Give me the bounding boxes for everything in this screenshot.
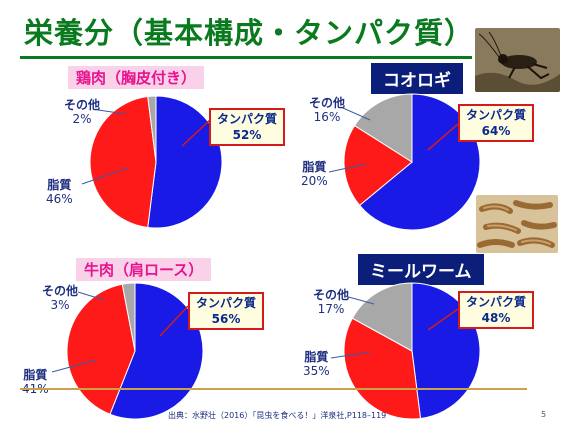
- slice-other: [147, 95, 157, 163]
- callout-protein-mealworm: タンパク質 48%: [458, 291, 535, 329]
- slice-other: [121, 282, 136, 352]
- slice-other: [353, 93, 413, 163]
- pie-chart-cricket: [343, 93, 481, 231]
- protein-label: タンパク質: [196, 296, 257, 310]
- slice-protein: [109, 282, 204, 420]
- mealworm-photo: [476, 195, 558, 253]
- callout-protein-chicken: タンパク質 52%: [209, 108, 286, 146]
- leader-line-other-beef: [77, 291, 105, 301]
- title-rule: [20, 56, 472, 59]
- other-label: その他: [42, 284, 79, 298]
- protein-pct: 64%: [481, 124, 511, 138]
- other-annotation-cricket: その他 16%: [309, 96, 345, 124]
- protein-pct: 48%: [481, 311, 511, 325]
- slice-fat: [343, 124, 413, 207]
- other-annotation-beef: その他 3%: [42, 284, 78, 312]
- slide-number: 5: [541, 410, 547, 419]
- leader-line-other-mealworm: [344, 295, 375, 305]
- fat-label: 脂質: [302, 160, 327, 174]
- other-annotation-chicken: その他 2%: [64, 98, 100, 126]
- slice-protein: [358, 93, 481, 231]
- source-citation: 出典：水野壮（2016）「昆虫を食べる！」洋泉社,P118–119: [168, 411, 387, 420]
- leader-line-other-chicken: [97, 109, 127, 115]
- protein-label: タンパク質: [466, 295, 527, 309]
- protein-pct: 56%: [211, 312, 241, 326]
- fat-annotation-chicken: 脂質 46%: [46, 178, 73, 206]
- fat-pct: 20%: [301, 174, 328, 188]
- slice-fat: [89, 95, 157, 229]
- fat-label: 脂質: [23, 368, 48, 382]
- fat-label: 脂質: [47, 178, 72, 192]
- leader-line-protein-beef: [159, 305, 189, 337]
- leader-line-fat-chicken: [81, 167, 129, 185]
- bottom-rule: [20, 388, 527, 390]
- fat-pct: 46%: [46, 192, 73, 206]
- chart-label-beef: 牛肉（肩ロース）: [76, 258, 212, 281]
- slice-protein: [147, 95, 223, 229]
- leader-line-protein-cricket: [427, 123, 459, 151]
- leader-line-fat-mealworm: [330, 351, 371, 359]
- pie-chart-beef: [66, 282, 204, 420]
- cricket-photo: [475, 28, 560, 92]
- chart-label-chicken: 鶏肉（胸皮付き）: [68, 66, 205, 89]
- chart-label-cricket: コオロギ: [371, 63, 463, 94]
- leader-line-fat-cricket: [328, 163, 367, 173]
- fat-pct: 35%: [303, 364, 330, 378]
- fat-label: 脂質: [304, 350, 329, 364]
- other-pct: 2%: [72, 112, 92, 126]
- leader-line-protein-mealworm: [427, 308, 459, 331]
- protein-label: タンパク質: [217, 112, 278, 126]
- leader-line-protein-chicken: [181, 119, 211, 147]
- protein-label: タンパク質: [466, 108, 527, 122]
- other-label: その他: [309, 96, 346, 110]
- other-label: その他: [313, 288, 350, 302]
- fat-annotation-mealworm: 脂質 35%: [303, 350, 330, 378]
- protein-pct: 52%: [232, 128, 262, 142]
- callout-protein-beef: タンパク質 56%: [188, 292, 265, 330]
- leader-line-other-cricket: [342, 107, 371, 121]
- leader-line-fat-beef: [51, 359, 97, 373]
- other-annotation-mealworm: その他 17%: [313, 288, 349, 316]
- slide-title: 栄養分（基本構成・タンパク質）: [24, 16, 475, 50]
- slice-other: [351, 282, 413, 352]
- other-pct: 17%: [317, 302, 345, 316]
- chart-label-mealworm: ミールワーム: [358, 254, 484, 285]
- callout-protein-cricket: タンパク質 64%: [458, 104, 535, 142]
- other-label: その他: [64, 98, 101, 112]
- slice-fat: [66, 283, 136, 415]
- pie-chart-chicken: [89, 95, 223, 229]
- other-pct: 3%: [50, 298, 70, 312]
- fat-annotation-cricket: 脂質 20%: [301, 160, 328, 188]
- other-pct: 16%: [313, 110, 341, 124]
